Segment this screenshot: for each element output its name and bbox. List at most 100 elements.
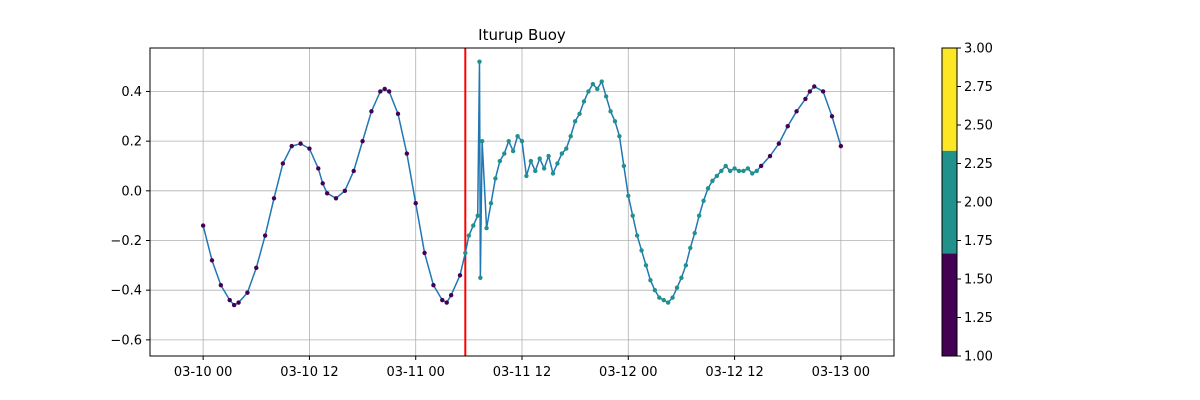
data-point	[378, 89, 383, 94]
data-point	[705, 186, 711, 191]
data-point	[395, 111, 401, 117]
colorbar-tick-label: 2.25	[964, 157, 993, 172]
data-point	[590, 81, 596, 87]
data-point	[254, 265, 259, 271]
data-point	[477, 59, 482, 64]
data-point	[227, 297, 232, 303]
data-point	[324, 191, 330, 196]
colorbar-tick-label: 2.75	[964, 80, 993, 95]
data-point	[785, 124, 790, 129]
series-layer	[200, 59, 844, 308]
y-tick-label: −0.2	[110, 234, 142, 249]
data-point	[661, 297, 666, 303]
data-point	[741, 168, 746, 174]
data-point	[665, 300, 671, 305]
data-point	[342, 188, 348, 194]
data-point	[463, 250, 468, 256]
data-point	[448, 292, 454, 298]
y-tick-label: 0.2	[121, 135, 142, 150]
data-point	[750, 171, 755, 176]
colorbar-band	[942, 150, 957, 254]
data-point	[497, 158, 503, 164]
data-point	[457, 273, 463, 278]
y-tick-label: −0.6	[110, 333, 142, 348]
data-point	[626, 193, 631, 198]
colorbar-ticks: 1.00 1.25 1.50 1.75 2.00 2.25 2.50 2.75 3.00	[957, 42, 993, 365]
data-point	[670, 295, 675, 300]
data-point	[200, 223, 206, 228]
data-point	[386, 89, 392, 94]
data-point	[630, 213, 635, 218]
data-point	[652, 287, 658, 293]
tick-layer: 03-10 00 03-10 12 03-11 00 03-11 12 03-12 00…	[110, 85, 870, 380]
data-point	[515, 133, 520, 139]
colorbar-tick-label: 1.75	[964, 234, 993, 249]
data-point	[723, 163, 728, 169]
data-point	[572, 119, 578, 124]
x-tick-label: 03-11 00	[386, 365, 444, 380]
data-point	[262, 233, 268, 238]
y-tick-label: −0.4	[110, 284, 142, 299]
data-point	[422, 250, 427, 256]
data-point	[674, 285, 680, 290]
data-point	[714, 173, 720, 179]
data-point	[577, 111, 582, 117]
data-point	[209, 258, 215, 263]
data-point	[271, 196, 277, 201]
data-point	[236, 300, 241, 305]
colorbar-band	[942, 48, 957, 151]
data-point	[519, 138, 525, 144]
data-point	[727, 168, 733, 174]
data-point	[488, 201, 494, 206]
data-point	[812, 84, 817, 89]
colorbar-tick-label: 1.25	[964, 311, 993, 326]
data-point	[333, 196, 339, 201]
data-point	[537, 156, 542, 161]
plot-area	[149, 47, 895, 357]
data-point	[493, 176, 498, 181]
data-point	[510, 148, 516, 154]
data-point	[794, 109, 799, 114]
data-point	[643, 263, 649, 268]
data-point	[471, 223, 476, 228]
x-tick-label: 03-12 12	[705, 365, 763, 380]
data-point	[621, 163, 627, 169]
data-point	[559, 151, 565, 156]
data-point	[745, 166, 751, 171]
data-point	[617, 133, 622, 139]
data-point	[754, 168, 759, 174]
data-point	[696, 213, 702, 218]
data-point	[719, 168, 724, 174]
data-point	[307, 146, 312, 151]
data-point	[506, 138, 511, 144]
data-point	[528, 158, 534, 164]
data-point	[369, 109, 374, 114]
data-point	[688, 245, 693, 251]
data-point	[807, 89, 813, 94]
data-point	[838, 143, 844, 149]
data-point	[478, 275, 483, 280]
x-tick-label: 03-10 00	[174, 365, 232, 380]
data-point	[245, 290, 250, 295]
data-point	[657, 295, 662, 300]
colorbar-tick-label: 3.00	[964, 42, 993, 57]
data-point	[555, 161, 560, 166]
data-point	[298, 141, 303, 146]
y-tick-label: 0.0	[121, 184, 142, 199]
data-point	[683, 263, 689, 268]
colorbar-band	[942, 253, 957, 356]
data-point	[484, 225, 489, 231]
x-tick-label: 03-13 00	[812, 365, 870, 380]
data-point	[413, 201, 418, 206]
colorbar-tick-label: 2.00	[964, 196, 993, 211]
data-point	[692, 230, 697, 236]
data-point	[475, 213, 480, 218]
y-tick-label: 0.4	[121, 85, 142, 100]
data-point	[820, 89, 826, 94]
data-point	[710, 178, 715, 184]
colorbar-tick-label: 1.50	[964, 273, 993, 288]
data-point	[767, 153, 773, 159]
data-point	[564, 146, 569, 151]
data-point	[736, 168, 742, 174]
